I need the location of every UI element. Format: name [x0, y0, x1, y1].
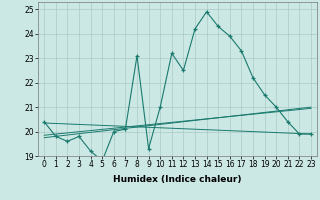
X-axis label: Humidex (Indice chaleur): Humidex (Indice chaleur)	[113, 175, 242, 184]
